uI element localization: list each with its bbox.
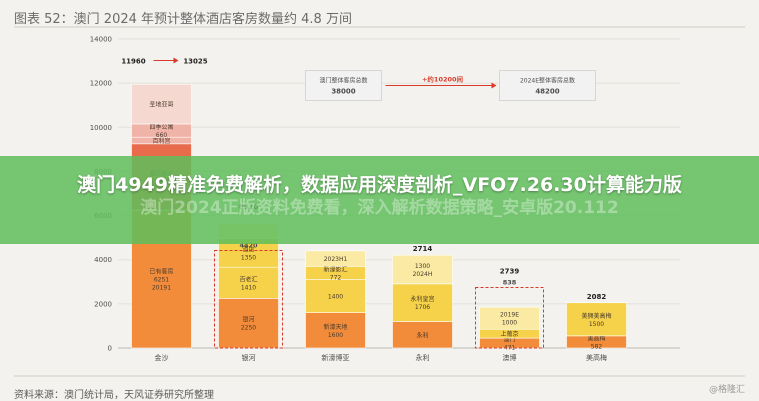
bar-segment-0-4 — [131, 83, 192, 125]
annotation-box-left — [305, 70, 382, 101]
callout-to-0: 13025 — [183, 58, 207, 66]
y-tick-label-1: 2000 — [94, 300, 112, 308]
y-tick-label-5: 10000 — [90, 124, 112, 132]
bar-segment-label-2-1-0: 1400 — [328, 294, 343, 301]
bar-segment-label-1-1-1: 1410 — [241, 284, 256, 291]
x-tick-label-2: 新濠博亚 — [322, 353, 350, 362]
x-tick-label-4: 澳博 — [503, 353, 517, 362]
dashed-outline-1 — [214, 249, 283, 349]
y-tick-label-0: 0 — [108, 345, 112, 353]
bar-segment-label-0-3-1: 660 — [156, 132, 168, 139]
bar-segment-label-2-0-0: 新濠天地 — [323, 323, 347, 331]
headline-title: 澳门4949精准免费解析，数据应用深度剖析_VFO7.26.30计算能力版 — [77, 174, 682, 196]
bar-total-4: 2739 — [500, 268, 520, 276]
dashed-label-1: 4420 — [239, 241, 258, 249]
dashed-label-4: 838 — [503, 279, 517, 287]
annotation-value-2: 48200 — [535, 88, 559, 96]
y-tick-label-7: 14000 — [90, 36, 112, 44]
bar-segment-label-2-0-1: 1600 — [328, 332, 343, 339]
bar-segment-2-1 — [305, 279, 366, 313]
bar-segment-3-1 — [392, 283, 453, 322]
annotation-value-0: 38000 — [331, 88, 355, 96]
x-tick-label-5: 美高梅 — [586, 353, 607, 362]
bar-segment-label-0-0-1: 6251 — [154, 277, 169, 284]
x-tick-label-1: 银河 — [242, 353, 256, 362]
bar-segment-label-0-3-0: 四季公寓 — [149, 123, 173, 131]
bar-total-5: 2082 — [587, 293, 607, 301]
bar-segment-2-3 — [305, 250, 366, 267]
dashed-outline-4 — [475, 287, 544, 349]
bar-segment-5-1 — [566, 302, 627, 337]
bar-segment-label-1-0-0: 银河 — [242, 316, 254, 324]
bar-segment-label-1-1-0: 百老汇 — [239, 275, 257, 283]
bar-segment-label-3-2-0: 1300 — [415, 263, 430, 270]
bar-segment-label-0-2-0: 百利宫 — [152, 137, 170, 145]
bar-segment-4-2 — [479, 306, 540, 330]
watermark: @格隆汇 — [708, 385, 745, 395]
bar-segment-label-3-0-0: 永利 — [416, 331, 428, 339]
bar-segment-label-5-1-0: 美狮美高梅 — [581, 312, 611, 320]
bar-segment-label-2-2-0: 新濠影汇 — [323, 265, 347, 273]
bar-segment-3-0 — [392, 321, 453, 349]
bar-segment-label-4-1-0: 上葡京 — [500, 330, 518, 338]
bar-segment-label-4-2-0: 2019E — [500, 312, 519, 319]
x-tick-label-3: 永利 — [416, 353, 430, 362]
annotation-label-1: +约10200间 — [422, 75, 464, 84]
bar-segment-label-0-4-0: 圣地亚哥 — [149, 101, 173, 109]
figure-title: 图表 52：澳门 2024 年预计整体酒店客房数量约 4.8 万间 — [14, 12, 352, 27]
bar-segment-label-1-0-1: 2250 — [241, 325, 256, 332]
callout-from-0: 11960 — [121, 58, 145, 66]
bar-segment-label-3-1-1: 1706 — [415, 304, 430, 311]
bar-segment-3-2 — [392, 254, 453, 285]
x-tick-label-0: 金沙 — [155, 353, 169, 362]
bar-segment-label-4-2-1: 1000 — [502, 320, 517, 327]
annotation-label-2: 2024E整体客房总数 — [520, 77, 575, 85]
bar-segment-label-0-0-0: 已有客房 — [149, 268, 173, 276]
annotation-label-0: 澳门整体客房总数 — [319, 77, 367, 85]
bar-segment-label-3-1-0: 永利皇宫 — [410, 295, 434, 303]
bar-segment-label-3-2-1: 2024H — [413, 271, 433, 278]
headline-banner — [0, 156, 759, 244]
bar-segment-label-5-1-1: 1500 — [589, 321, 604, 328]
bar-segment-label-5-0-1: 582 — [591, 343, 603, 350]
banner-ghost-text: 澳门2024正版资料免费看，深入解析数据策略_安卓版20.112 — [140, 198, 619, 218]
bar-segment-label-0-0-2: 20191 — [152, 285, 171, 292]
bar-segment-label-1-2-0: 酒店 — [242, 245, 254, 253]
bar-segment-label-2-3-0: 2023H1 — [324, 256, 348, 263]
bar-segment-label-5-0-0: 美高梅 — [587, 334, 605, 342]
callout-arrowhead-0 — [173, 57, 179, 64]
bar-segment-1-1 — [218, 266, 279, 299]
y-tick-label-6: 12000 — [90, 80, 112, 88]
bar-segment-label-2-2-1: 772 — [330, 274, 342, 281]
bar-segment-label-1-2-1: 1350 — [241, 254, 256, 261]
bar-segment-label-4-0-0: 澳门 — [503, 336, 515, 344]
y-tick-label-2: 4000 — [94, 256, 112, 264]
annotation-box-right — [499, 70, 596, 101]
source-note: 资料来源：澳门统计局，天风证券研究所整理 — [14, 390, 214, 401]
annotation-arrowhead — [491, 82, 497, 89]
bar-total-3: 2714 — [413, 245, 433, 253]
